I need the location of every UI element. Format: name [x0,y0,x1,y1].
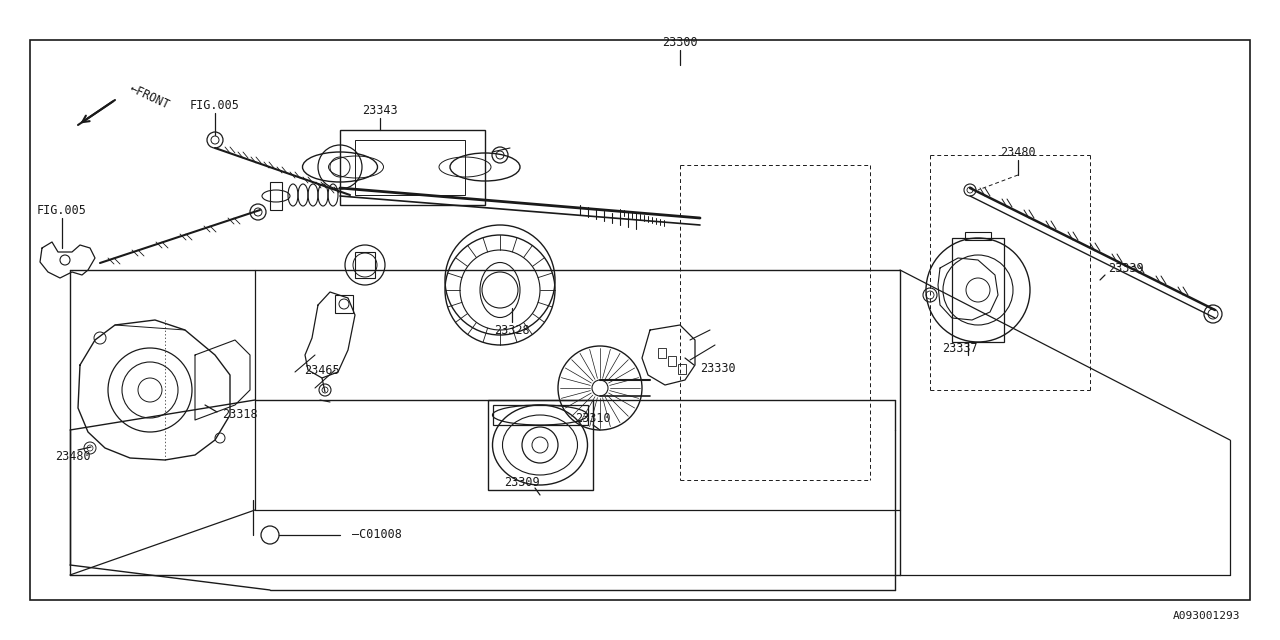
Bar [340,130,485,205]
Bar [29,40,1251,600]
Text: 23337: 23337 [942,342,978,355]
Bar [965,232,991,240]
Bar [355,140,465,195]
Bar [493,405,588,425]
Text: 23309: 23309 [504,476,540,488]
Bar [270,182,282,210]
Text: —C01008: —C01008 [352,529,402,541]
Text: 23480: 23480 [55,449,91,463]
Text: 23343: 23343 [362,104,398,116]
Text: 23310: 23310 [575,412,611,424]
Text: ←FRONT: ←FRONT [127,82,172,112]
Bar [335,295,353,313]
Text: FIG.005: FIG.005 [189,99,239,111]
Bar [678,364,686,374]
Bar [658,348,666,358]
Text: 23328: 23328 [494,323,530,337]
Text: 23339: 23339 [1108,262,1143,275]
Bar [355,252,375,278]
Bar [952,238,1004,342]
Text: 23330: 23330 [700,362,736,374]
Bar [488,400,593,490]
Text: 23300: 23300 [662,35,698,49]
Text: A093001293: A093001293 [1172,611,1240,621]
Text: FIG.005: FIG.005 [37,204,87,216]
Text: 23465: 23465 [305,364,339,376]
Bar [668,356,676,366]
Text: 23480: 23480 [1000,145,1036,159]
Text: 23318: 23318 [221,408,257,422]
